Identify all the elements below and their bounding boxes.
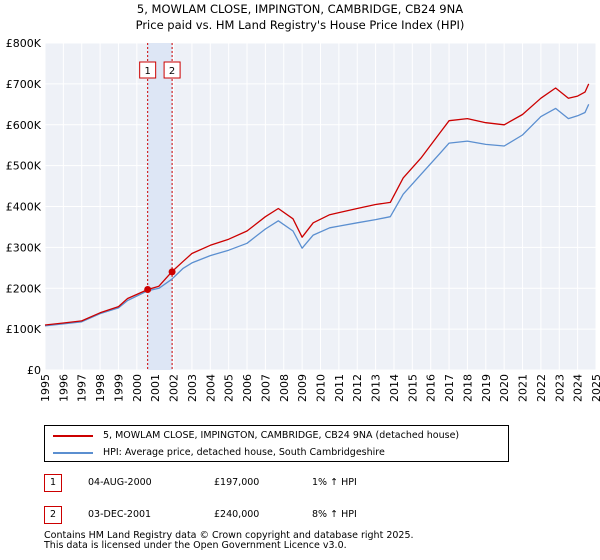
- y-tick-label: £200K: [6, 282, 42, 295]
- x-tick-label: 2003: [186, 374, 199, 402]
- x-tick-label: 2024: [572, 374, 585, 402]
- x-tick-label: 1997: [76, 374, 89, 402]
- y-tick-label: £300K: [6, 241, 42, 254]
- sale-marker-box: [139, 61, 157, 79]
- legend-swatch-property: [53, 434, 93, 437]
- footer: Contains HM Land Registry data © Crown c…: [44, 531, 414, 551]
- sale-marker-label: 2: [169, 66, 175, 77]
- x-tick-label: 2002: [168, 374, 181, 402]
- sale-price: £240,000: [214, 509, 260, 520]
- x-tick-label: 1996: [57, 374, 70, 402]
- x-tick-label: 2000: [131, 374, 144, 402]
- x-tick-label: 2009: [296, 374, 309, 402]
- legend-item-hpi: HPI: Average price, detached house, Sout…: [53, 446, 385, 460]
- y-tick-label: £600K: [6, 119, 42, 132]
- x-tick-label: 2011: [333, 374, 346, 402]
- legend: 5, MOWLAM CLOSE, IMPINGTON, CAMBRIDGE, C…: [44, 425, 509, 462]
- x-tick-label: 1998: [94, 374, 107, 402]
- x-tick-label: 1995: [39, 374, 52, 402]
- y-tick-label: £700K: [6, 78, 42, 91]
- sale-badge: 1: [44, 474, 62, 492]
- sale-marker-box: [163, 61, 181, 79]
- x-tick-label: 2004: [204, 374, 217, 402]
- legend-label-hpi: HPI: Average price, detached house, Sout…: [103, 447, 385, 458]
- footer-copyright: Contains HM Land Registry data © Crown c…: [44, 530, 414, 541]
- sale-point: [144, 285, 152, 293]
- sale-point: [168, 268, 176, 276]
- x-tick-label: 2025: [590, 374, 600, 402]
- x-tick-label: 2013: [370, 374, 383, 402]
- x-tick-label: 2001: [149, 374, 162, 402]
- x-tick-label: 2020: [498, 374, 511, 402]
- x-tick-label: 2007: [259, 374, 272, 402]
- chart-subtitle: Price paid vs. HM Land Registry's House …: [136, 18, 465, 32]
- y-tick-label: £0: [27, 364, 41, 377]
- sale-date: 03-DEC-2001: [88, 509, 152, 520]
- legend-item-property: 5, MOWLAM CLOSE, IMPINGTON, CAMBRIDGE, C…: [53, 429, 459, 443]
- sale-hpi-change: 8% ↑ HPI: [312, 509, 357, 520]
- y-tick-label: £100K: [6, 323, 42, 336]
- x-tick-label: 2019: [480, 374, 493, 402]
- x-tick-label: 2005: [223, 374, 236, 402]
- legend-label-property: 5, MOWLAM CLOSE, IMPINGTON, CAMBRIDGE, C…: [103, 430, 460, 441]
- y-tick-label: £400K: [6, 201, 42, 214]
- x-tick-label: 2008: [278, 374, 291, 402]
- chart-title: 5, MOWLAM CLOSE, IMPINGTON, CAMBRIDGE, C…: [137, 2, 463, 16]
- x-tick-label: 2015: [406, 374, 419, 402]
- sale-hpi-change: 1% ↑ HPI: [312, 477, 357, 488]
- footer-licence: This data is licensed under the Open Gov…: [44, 540, 347, 551]
- x-tick-label: 2014: [388, 374, 401, 402]
- sale-date: 04-AUG-2000: [88, 477, 152, 488]
- x-tick-label: 2022: [535, 374, 548, 402]
- x-tick-label: 2016: [425, 374, 438, 402]
- y-tick-label: £500K: [6, 160, 42, 173]
- x-tick-label: 2010: [315, 374, 328, 402]
- sale-marker-label: 1: [144, 66, 150, 77]
- sale-badge: 2: [44, 506, 62, 524]
- x-tick-label: 1999: [112, 374, 125, 402]
- x-tick-label: 2017: [443, 374, 456, 402]
- x-tick-label: 2012: [351, 374, 364, 402]
- y-tick-label: £800K: [6, 37, 42, 50]
- legend-swatch-hpi: [53, 451, 93, 454]
- price-chart: 5, MOWLAM CLOSE, IMPINGTON, CAMBRIDGE, C…: [6, 2, 600, 402]
- x-tick-label: 2021: [517, 374, 530, 402]
- sale-period-band: [147, 43, 173, 370]
- x-tick-label: 2023: [553, 374, 566, 402]
- x-tick-label: 2006: [241, 374, 254, 402]
- sale-price: £197,000: [214, 477, 260, 488]
- x-tick-label: 2018: [461, 374, 474, 402]
